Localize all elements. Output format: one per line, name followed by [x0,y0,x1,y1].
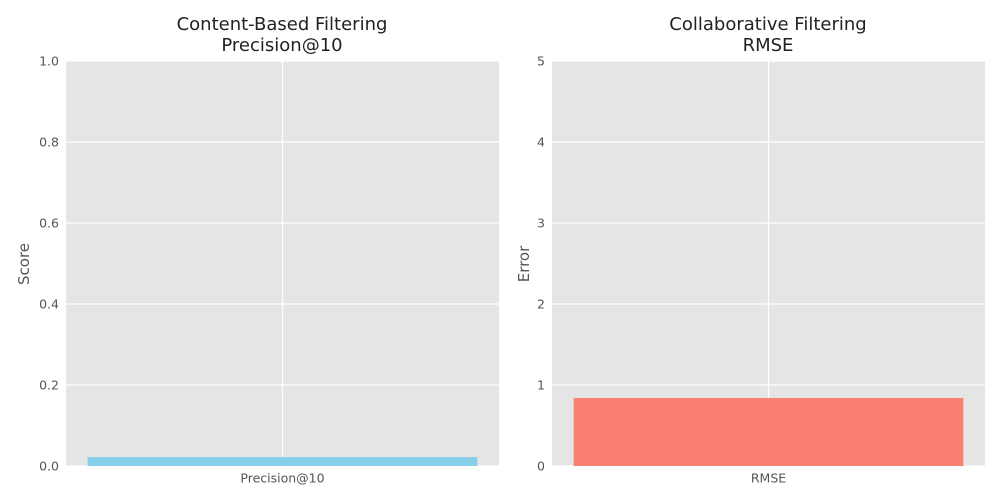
y-tick-label: 0.6 [39,216,59,231]
y-tick-labels: 0 1 2 3 4 5 [537,54,545,474]
y-tick-labels: 0.0 0.2 0.4 0.6 0.8 1.0 [39,54,59,474]
collaborative-chart: 0 1 2 3 4 5 RMSE Collaborative Filtering RMSE… [515,14,985,486]
y-tick-label: 0.8 [39,135,59,150]
y-tick-label: 1.0 [39,54,59,69]
y-tick-label: 0 [537,459,545,474]
x-tick-labels: Precision@10 [240,471,324,486]
x-tick-label: RMSE [751,471,786,486]
content-based-chart: 0.0 0.2 0.4 0.6 0.8 1.0 Precision@10 Content-… [15,14,499,486]
y-tick-label: 2 [537,297,545,312]
y-tick-label: 3 [537,216,545,231]
x-tick-labels: RMSE [751,471,786,486]
y-tick-label: 0.0 [39,459,59,474]
y-tick-label: 4 [537,135,545,150]
y-tick-label: 5 [537,54,545,69]
y-tick-label: 1 [537,378,545,393]
bar [573,397,964,466]
chart-title-line-1: Collaborative Filtering [669,14,866,35]
x-tick-label: Precision@10 [240,471,324,486]
y-axis-label: Error [515,245,533,282]
chart-title-line-2: Precision@10 [221,35,342,56]
chart-title-line-2: RMSE [743,35,794,56]
y-tick-label: 0.4 [39,297,59,312]
y-tick-label: 0.2 [39,378,59,393]
bar [87,457,478,466]
y-axis-label: Score [15,243,33,285]
chart-title-line-1: Content-Based Filtering [177,14,388,35]
bars [573,397,964,466]
bars [87,457,478,466]
